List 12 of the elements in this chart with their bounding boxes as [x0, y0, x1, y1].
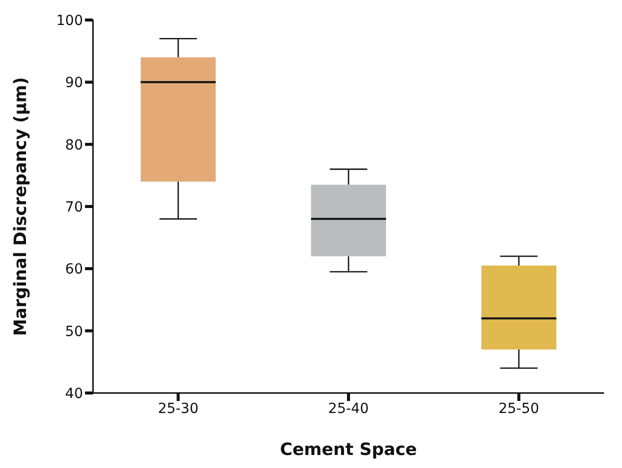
y-tick-label: 70 — [65, 199, 83, 216]
x-tick-label: 25-40 — [328, 400, 369, 417]
x-axis-title: Cement Space — [280, 440, 417, 460]
y-tick-label: 90 — [65, 75, 83, 92]
x-tick-label: 25-50 — [498, 400, 540, 417]
y-tick-label: 50 — [65, 324, 83, 340]
y-tick-label: 100 — [56, 12, 83, 29]
y-tick-label: 80 — [65, 137, 83, 154]
y-axis-title: Marginal Discrepancy (µm) — [11, 77, 32, 336]
x-tick-label: 25-30 — [158, 400, 199, 417]
y-tick-label: 60 — [65, 262, 83, 278]
y-tick-label: 40 — [65, 386, 83, 402]
